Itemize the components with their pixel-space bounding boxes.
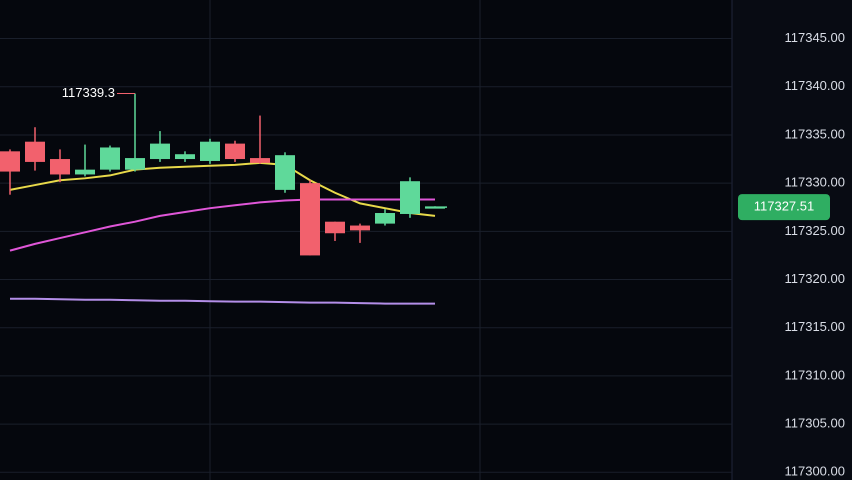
y-tick-label: 117315.00: [785, 319, 846, 334]
candle-body: [400, 181, 420, 214]
candle-body: [275, 155, 295, 190]
candle-body: [225, 143, 245, 160]
y-tick-label: 117330.00: [785, 175, 846, 190]
price-axis-panel: [732, 0, 852, 480]
y-tick-label: 117345.00: [785, 30, 846, 45]
candle-body: [25, 141, 45, 162]
high-label: 117339.3: [62, 85, 115, 100]
candle-body: [100, 147, 120, 170]
candle-body: [200, 141, 220, 161]
moving-average-line: [9, 161, 436, 217]
candle-body: [325, 221, 345, 234]
candle-body: [50, 159, 70, 175]
candle-body: [150, 143, 170, 160]
candle-body: [75, 169, 95, 175]
candle-body: [0, 151, 20, 172]
y-tick-label: 117335.00: [785, 126, 846, 141]
last-price-label: 117327.51: [754, 199, 815, 214]
candle-body: [300, 183, 320, 256]
y-tick-label: 117320.00: [785, 271, 846, 286]
moving-average-line: [10, 297, 435, 305]
moving-average-line: [9, 198, 435, 252]
last-price-box: [738, 194, 830, 221]
y-tick-label: 117300.00: [785, 464, 846, 479]
candle-body: [175, 154, 195, 160]
y-tick-label: 117305.00: [785, 416, 846, 431]
candle-body: [125, 158, 145, 170]
candle-body: [250, 158, 270, 163]
y-tick-label: 117340.00: [785, 78, 846, 93]
candle-body: [350, 225, 370, 231]
y-tick-label: 117310.00: [785, 367, 846, 382]
candle-body: [375, 213, 395, 224]
y-tick-label: 117325.00: [785, 223, 846, 238]
